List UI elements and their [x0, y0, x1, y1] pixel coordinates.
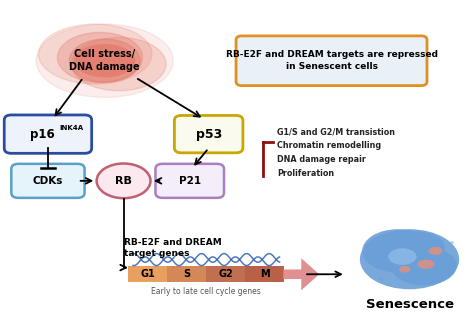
Ellipse shape: [418, 260, 435, 269]
Ellipse shape: [57, 32, 143, 82]
Bar: [206, 266, 245, 282]
Ellipse shape: [388, 231, 445, 264]
Text: p16: p16: [30, 128, 55, 141]
Ellipse shape: [362, 229, 433, 273]
Text: RB-E2F and DREAM
target genes: RB-E2F and DREAM target genes: [124, 238, 221, 258]
Ellipse shape: [38, 24, 152, 84]
Text: RB: RB: [115, 176, 132, 186]
Ellipse shape: [379, 278, 383, 281]
Ellipse shape: [360, 229, 459, 289]
FancyBboxPatch shape: [11, 164, 84, 198]
FancyBboxPatch shape: [174, 116, 243, 153]
Text: RB-E2F and DREAM targets are repressed
in Senescent cells: RB-E2F and DREAM targets are repressed i…: [226, 50, 438, 71]
Text: Early to late cell cycle genes: Early to late cell cycle genes: [151, 287, 261, 296]
Ellipse shape: [393, 231, 397, 234]
Bar: [245, 266, 284, 282]
Text: CDKs: CDKs: [33, 176, 63, 186]
FancyBboxPatch shape: [236, 36, 427, 86]
Text: S: S: [183, 269, 191, 279]
Text: P21: P21: [179, 176, 201, 186]
FancyBboxPatch shape: [4, 115, 91, 153]
Ellipse shape: [455, 261, 459, 264]
Ellipse shape: [36, 24, 173, 97]
Ellipse shape: [74, 44, 136, 77]
Text: p53: p53: [195, 128, 222, 141]
Text: Senescence: Senescence: [365, 297, 454, 311]
FancyBboxPatch shape: [155, 164, 224, 198]
Text: Cell stress/
DNA damage: Cell stress/ DNA damage: [69, 49, 140, 72]
Ellipse shape: [441, 278, 445, 281]
Ellipse shape: [391, 247, 457, 285]
Text: INK4A: INK4A: [60, 125, 84, 131]
FancyArrow shape: [283, 258, 319, 290]
Ellipse shape: [428, 247, 443, 255]
Bar: [167, 266, 206, 282]
Ellipse shape: [69, 39, 140, 82]
Ellipse shape: [97, 163, 151, 198]
Bar: [128, 266, 167, 282]
Ellipse shape: [399, 266, 410, 273]
Ellipse shape: [365, 245, 369, 247]
Text: M: M: [260, 269, 270, 279]
Text: G1: G1: [140, 269, 155, 279]
Ellipse shape: [388, 248, 417, 265]
Ellipse shape: [72, 38, 166, 91]
Text: G2: G2: [219, 269, 233, 279]
Ellipse shape: [450, 241, 454, 244]
Text: G1/S and G2/M transistion
Chromatin remodelling
DNA damage repair
Proliferation: G1/S and G2/M transistion Chromatin remo…: [277, 127, 395, 178]
